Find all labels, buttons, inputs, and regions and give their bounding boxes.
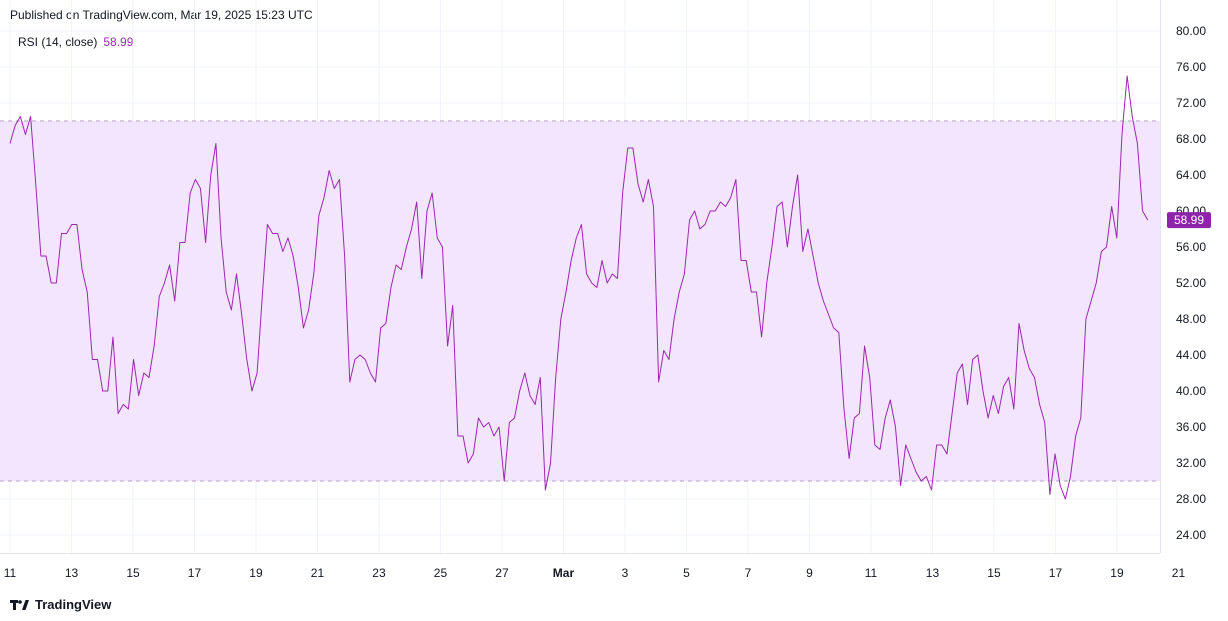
published-caption: Published on TradingView.com, Mar 19, 20… [10,8,313,22]
x-tick-label: 19 [1110,566,1124,580]
rsi-band-fill [0,121,1160,481]
y-tick-label: 56.00 [1176,240,1206,254]
tradingview-logo-icon [10,599,29,610]
y-tick-label: 72.00 [1176,96,1206,110]
x-tick-label: 5 [683,566,690,580]
x-tick-label: 15 [987,566,1001,580]
x-tick-label: 27 [495,566,509,580]
last-value-badge [1167,212,1211,229]
y-tick-label: 32.00 [1176,456,1206,470]
indicator-name: RSI (14, close) [18,35,98,49]
x-tick-label: 21 [1172,566,1186,580]
last-value-text: 58.99 [1174,213,1204,227]
x-tick-label: 25 [434,566,448,580]
x-tick-label: 19 [249,566,263,580]
x-tick-label: 21 [311,566,325,580]
y-tick-label: 36.00 [1176,420,1206,434]
x-tick-label: 13 [926,566,940,580]
last-value-marker: 58.99 [1167,212,1211,229]
tradingview-brand: TradingView [35,597,112,612]
x-tick-label: 17 [188,566,202,580]
y-tick-label: 68.00 [1176,132,1206,146]
indicator-legend: RSI (14, close) 58.99 [18,35,133,49]
x-axis: 11 13 15 17 19 21 23 25 27 Mar 3 5 7 9 11 13 15 17 19 21 [0,553,1186,580]
y-tick-label: 80.00 [1176,24,1206,38]
rsi-band [0,120,1160,482]
x-tick-label: 11 [4,566,17,580]
x-tick-label: 23 [372,566,386,580]
rsi-plot [9,75,1149,500]
tradingview-logo[interactable]: TradingView [10,597,111,612]
x-tick-label: Mar [553,566,575,580]
x-tick-label: 9 [806,566,813,580]
y-tick-label: 44.00 [1176,348,1206,362]
y-tick-label: 24.00 [1176,528,1206,542]
x-tick-label: 13 [65,566,79,580]
x-tick-label: 7 [745,566,752,580]
y-tick-label: 48.00 [1176,312,1206,326]
y-tick-label: 28.00 [1176,492,1206,506]
y-tick-label: 64.00 [1176,168,1206,182]
y-tick-label: 76.00 [1176,60,1206,74]
y-tick-label: 40.00 [1176,384,1206,398]
rsi-line [9,75,1149,500]
y-tick-label: 52.00 [1176,276,1206,290]
x-tick-label: 3 [622,566,629,580]
indicator-value: 58.99 [103,35,134,49]
x-tick-label: 15 [126,566,140,580]
x-tick-label: 17 [1049,566,1063,580]
x-tick-label: 11 [865,566,878,580]
y-axis: 24.00 28.00 32.00 36.00 40.00 44.00 48.00 52.00… [1160,0,1206,553]
